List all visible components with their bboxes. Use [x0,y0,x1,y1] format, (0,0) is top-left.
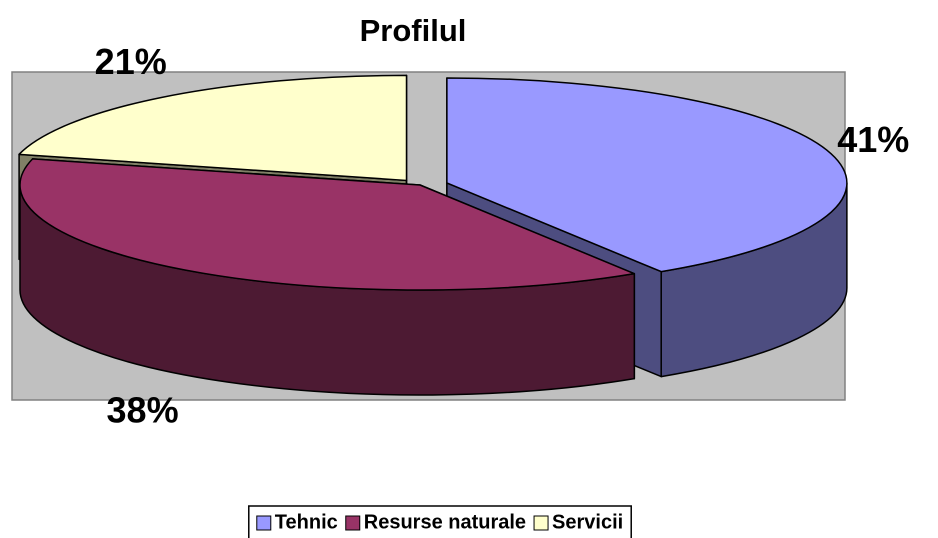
legend-label: Resurse naturale [364,511,526,533]
chart-title: Profilul [360,13,467,48]
legend-label: Servicii [552,511,623,533]
legend-box [248,505,632,538]
slice [19,158,636,291]
data-label: 38% [107,390,179,431]
legend-swatch [256,515,272,531]
legend-swatch [533,515,549,531]
data-label: 21% [95,41,167,82]
slice [18,74,408,182]
legend-swatch [345,515,361,531]
slice [446,77,848,273]
legend-label: Tehnic [275,511,338,533]
data-label: 41% [837,119,909,160]
legend: Tehnic Resurse naturale Servicii [248,505,632,538]
